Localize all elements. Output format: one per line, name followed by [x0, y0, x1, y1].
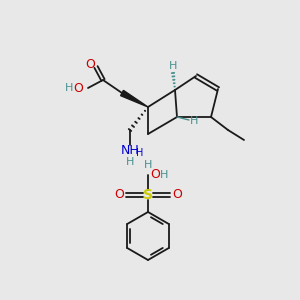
- Text: O: O: [172, 188, 182, 202]
- Text: O: O: [85, 58, 95, 70]
- Text: H: H: [126, 157, 134, 167]
- Polygon shape: [121, 90, 148, 107]
- Text: H: H: [160, 170, 168, 180]
- Text: S: S: [143, 188, 153, 202]
- Text: H: H: [65, 83, 73, 93]
- Text: H: H: [190, 116, 198, 126]
- Text: O: O: [73, 82, 83, 94]
- Text: O: O: [114, 188, 124, 202]
- Text: H: H: [169, 61, 177, 71]
- Text: H: H: [136, 148, 144, 158]
- Text: NH: NH: [121, 143, 140, 157]
- Text: H: H: [144, 160, 152, 170]
- Text: O: O: [150, 169, 160, 182]
